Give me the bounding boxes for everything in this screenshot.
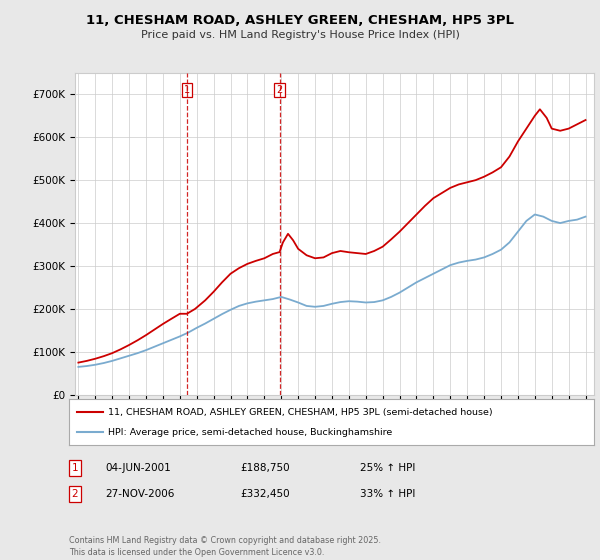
Text: 04-JUN-2001: 04-JUN-2001: [105, 463, 171, 473]
Text: 25% ↑ HPI: 25% ↑ HPI: [360, 463, 415, 473]
Text: Contains HM Land Registry data © Crown copyright and database right 2025.
This d: Contains HM Land Registry data © Crown c…: [69, 536, 381, 557]
Text: £188,750: £188,750: [240, 463, 290, 473]
Text: 27-NOV-2006: 27-NOV-2006: [105, 489, 175, 499]
Text: £332,450: £332,450: [240, 489, 290, 499]
Text: 11, CHESHAM ROAD, ASHLEY GREEN, CHESHAM, HP5 3PL (semi-detached house): 11, CHESHAM ROAD, ASHLEY GREEN, CHESHAM,…: [109, 408, 493, 417]
Text: Price paid vs. HM Land Registry's House Price Index (HPI): Price paid vs. HM Land Registry's House …: [140, 30, 460, 40]
Text: HPI: Average price, semi-detached house, Buckinghamshire: HPI: Average price, semi-detached house,…: [109, 428, 392, 437]
Text: 1: 1: [71, 463, 79, 473]
Text: 1: 1: [184, 85, 190, 95]
Text: 33% ↑ HPI: 33% ↑ HPI: [360, 489, 415, 499]
Text: 2: 2: [277, 85, 283, 95]
Text: 11, CHESHAM ROAD, ASHLEY GREEN, CHESHAM, HP5 3PL: 11, CHESHAM ROAD, ASHLEY GREEN, CHESHAM,…: [86, 14, 514, 27]
Text: 2: 2: [71, 489, 79, 499]
